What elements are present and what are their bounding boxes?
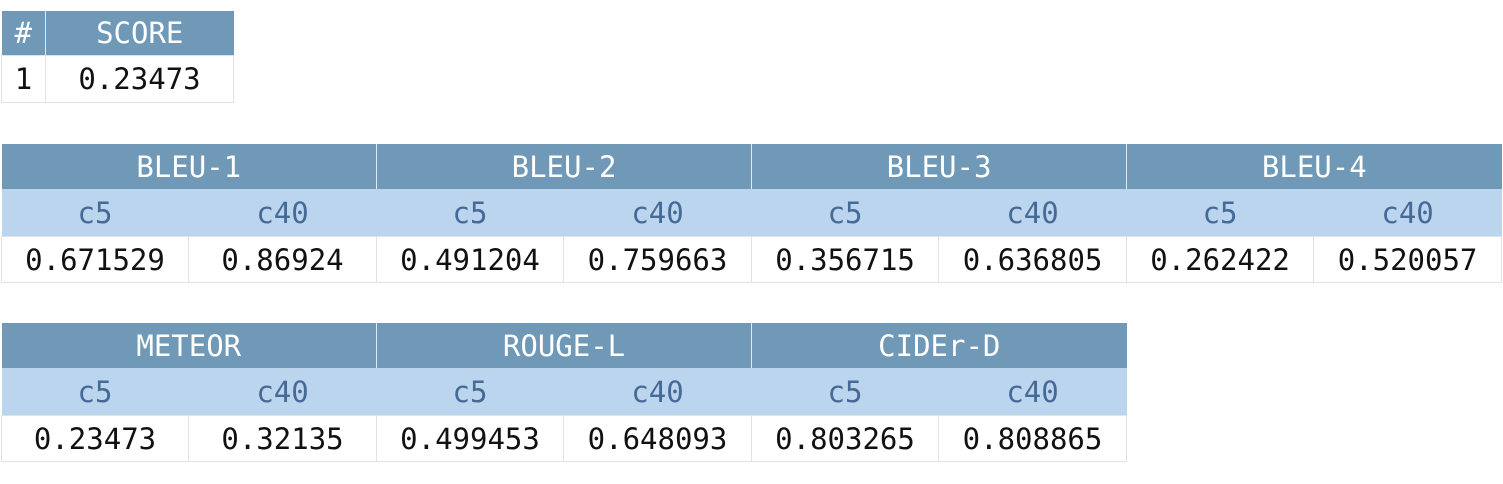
rouge-l-header: ROUGE-L: [376, 323, 752, 368]
bleu-4-c5-value: 0.262422: [1126, 236, 1315, 283]
bleu-3-header: BLEU-3: [751, 144, 1127, 189]
bleu-metrics-table: BLEU-1 BLEU-2 BLEU-3 BLEU-4 c5 c40 c5 c4…: [1, 144, 1503, 283]
subheader-row: c5 c40 c5 c40 c5 c40 c5 c40: [1, 189, 1502, 237]
bleu-3-c5-value: 0.356715: [751, 236, 940, 283]
rouge-l-c5-value: 0.499453: [376, 415, 565, 462]
bleu-2-c5-value: 0.491204: [376, 236, 565, 283]
bleu-4-header: BLEU-4: [1126, 144, 1502, 189]
cider-d-c5-label: c5: [751, 368, 939, 416]
score-table: # SCORE 1 0.23473: [1, 11, 234, 103]
bleu-1-c40-label: c40: [188, 189, 377, 237]
bleu-2-header: BLEU-2: [376, 144, 752, 189]
rouge-l-c5-label: c5: [376, 368, 564, 416]
other-metrics-table: METEOR ROUGE-L CIDEr-D c5 c40 c5 c40 c5 …: [1, 323, 1128, 462]
meteor-c40-label: c40: [188, 368, 377, 416]
table-row: 1 0.23473: [1, 55, 234, 103]
bleu-1-c5-value: 0.671529: [1, 236, 189, 283]
subheader-row: c5 c40 c5 c40 c5 c40: [1, 368, 1127, 416]
meteor-c40-value: 0.32135: [187, 415, 378, 462]
bleu-4-c40-value: 0.520057: [1313, 236, 1503, 283]
meteor-c5-value: 0.23473: [1, 415, 189, 462]
bleu-3-c5-label: c5: [751, 189, 939, 237]
score-header-row: # SCORE: [1, 11, 234, 56]
cider-d-header: CIDEr-D: [751, 323, 1127, 368]
rouge-l-c40-value: 0.648093: [563, 415, 753, 462]
meteor-header: METEOR: [1, 323, 377, 368]
bleu-4-c40-label: c40: [1313, 189, 1502, 237]
cider-d-c40-label: c40: [938, 368, 1127, 416]
bleu-1-c40-value: 0.86924: [187, 236, 378, 283]
bleu-2-c5-label: c5: [376, 189, 564, 237]
rank-cell: 1: [1, 55, 46, 103]
rank-header: #: [1, 11, 46, 56]
cider-d-c40-value: 0.808865: [938, 415, 1128, 462]
bleu-2-c40-value: 0.759663: [563, 236, 753, 283]
bleu-2-c40-label: c40: [563, 189, 752, 237]
score-header: SCORE: [45, 11, 234, 56]
metric-header-row: METEOR ROUGE-L CIDEr-D: [1, 323, 1127, 368]
table-row: 0.671529 0.86924 0.491204 0.759663 0.356…: [1, 236, 1503, 283]
bleu-4-c5-label: c5: [1126, 189, 1314, 237]
score-cell: 0.23473: [45, 55, 234, 103]
cider-d-c5-value: 0.803265: [751, 415, 940, 462]
metric-header-row: BLEU-1 BLEU-2 BLEU-3 BLEU-4: [1, 144, 1502, 189]
bleu-1-header: BLEU-1: [1, 144, 377, 189]
bleu-3-c40-label: c40: [938, 189, 1127, 237]
meteor-c5-label: c5: [1, 368, 189, 416]
bleu-3-c40-value: 0.636805: [938, 236, 1128, 283]
rouge-l-c40-label: c40: [563, 368, 752, 416]
table-row: 0.23473 0.32135 0.499453 0.648093 0.8032…: [1, 415, 1128, 462]
bleu-1-c5-label: c5: [1, 189, 189, 237]
